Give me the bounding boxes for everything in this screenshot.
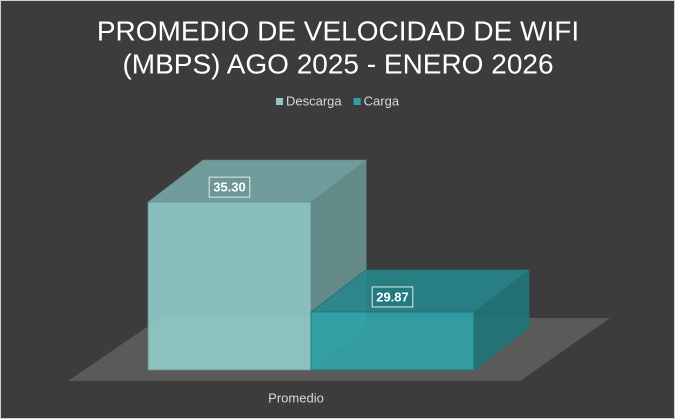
legend-label: Descarga	[286, 93, 342, 108]
chart-title: PROMEDIO DE VELOCIDAD DE WIFI	[97, 15, 579, 46]
data-label: 35.30	[213, 180, 246, 195]
bar	[146, 159, 368, 371]
legend-label: Carga	[364, 93, 400, 108]
bar	[309, 269, 531, 371]
legend-swatch	[276, 98, 283, 105]
data-label-box	[371, 286, 414, 308]
legend-swatch	[353, 98, 361, 105]
bar-front	[147, 201, 312, 371]
data-label-box	[208, 176, 251, 198]
chart-subtitle: (MBPS) AGO 2025 - ENERO 2026	[122, 48, 553, 79]
data-label: 29.87	[376, 289, 409, 304]
x-tick-label: Promedio	[268, 390, 324, 405]
bar-front	[310, 311, 475, 371]
